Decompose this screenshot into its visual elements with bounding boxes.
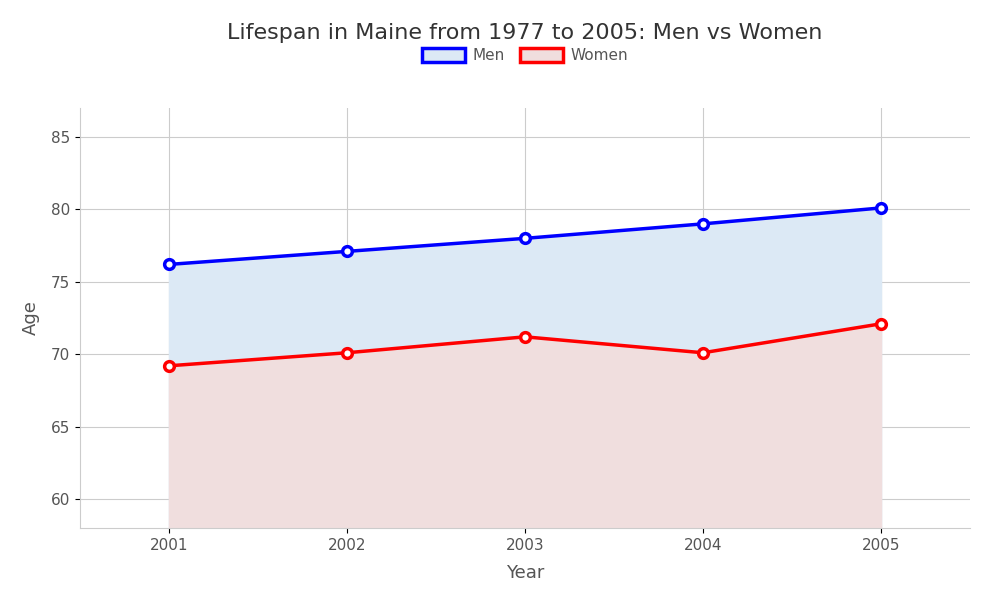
Y-axis label: Age: Age: [22, 301, 40, 335]
Title: Lifespan in Maine from 1977 to 2005: Men vs Women: Lifespan in Maine from 1977 to 2005: Men…: [227, 23, 823, 43]
Legend: Men, Women: Men, Women: [416, 42, 634, 70]
X-axis label: Year: Year: [506, 564, 544, 582]
